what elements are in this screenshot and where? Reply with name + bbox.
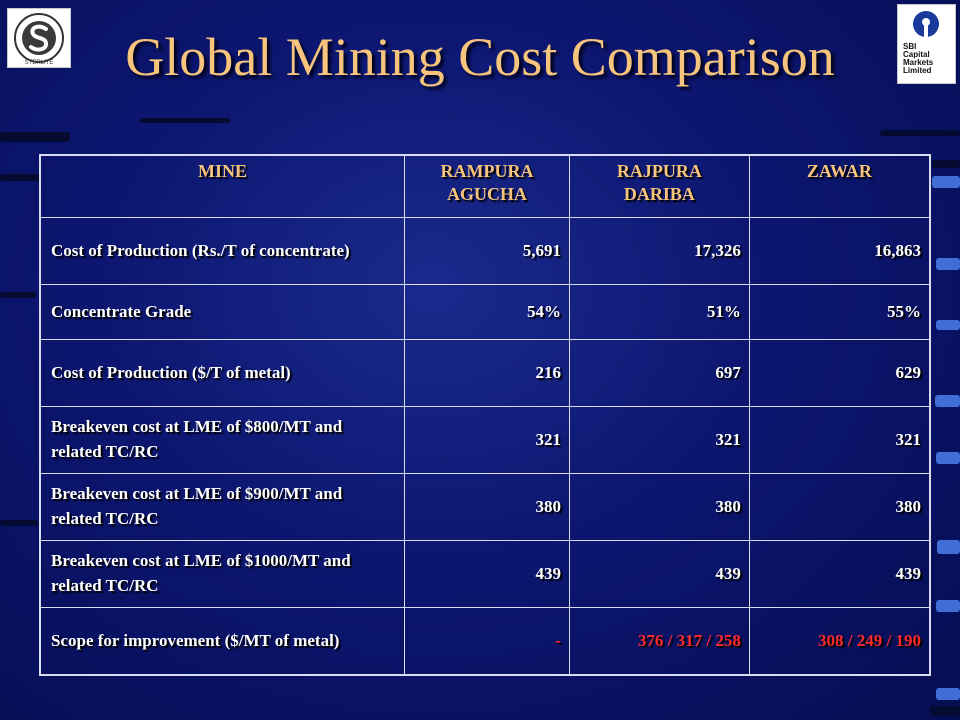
row-label: Breakeven cost at LME of $800/MT and rel… (39, 406, 405, 474)
slide-title: Global Mining Cost Comparison (125, 27, 835, 87)
bg-streak (936, 258, 960, 270)
cell-rampura-agucha: 216 (404, 339, 570, 407)
bg-streak (140, 118, 230, 123)
table-row: Breakeven cost at LME of $1000/MT and re… (39, 540, 931, 608)
sbi-caps-logo: SBI Capital Markets Limited (897, 4, 956, 84)
table-row: Scope for improvement ($/MT of metal) - … (39, 607, 931, 676)
sbi-logo-line4: Limited (903, 66, 932, 75)
table-row: Concentrate Grade 54% 51% 55% (39, 284, 931, 340)
cell-rampura-agucha: 321 (404, 406, 570, 474)
cell-rampura-agucha: 380 (404, 473, 570, 541)
row-label: Cost of Production ($/T of metal) (39, 339, 405, 407)
sbi-logo-line1: SBI (903, 42, 916, 51)
cell-rampura-agucha: 54% (404, 284, 570, 340)
bg-streak (0, 132, 70, 142)
cell-zawar: 629 (748, 339, 931, 407)
cell-rajpura-dariba: 439 (568, 540, 750, 608)
header-rajpura-dariba: RAJPURA DARIBA (568, 154, 750, 218)
cell-zawar: 380 (748, 473, 931, 541)
cell-zawar: 308 / 249 / 190 (748, 607, 931, 676)
bg-streak (936, 600, 960, 612)
sterlite-logo: STERLITE (7, 8, 71, 68)
row-label: Breakeven cost at LME of $900/MT and rel… (39, 473, 405, 541)
cell-rampura-agucha: - (404, 607, 570, 676)
sbi-logo-line2: Capital (903, 50, 930, 59)
sbi-logo-icon: SBI Capital Markets Limited (903, 11, 939, 75)
cell-rajpura-dariba: 17,326 (568, 217, 750, 285)
bg-streak (0, 292, 36, 298)
cost-comparison-table: MINE RAMPURA AGUCHA RAJPURA DARIBA ZAWAR… (39, 154, 931, 676)
bg-streak (936, 320, 960, 330)
cell-rajpura-dariba: 380 (568, 473, 750, 541)
bg-streak (0, 520, 38, 526)
row-label: Cost of Production (Rs./T of concentrate… (39, 217, 405, 285)
cell-zawar: 55% (748, 284, 931, 340)
bg-streak (936, 452, 960, 464)
cell-zawar: 16,863 (748, 217, 931, 285)
header-zawar-line1: ZAWAR (806, 161, 872, 181)
row-label: Scope for improvement ($/MT of metal) (39, 607, 405, 676)
bg-streak (935, 395, 960, 407)
cell-zawar: 439 (748, 540, 931, 608)
cell-rajpura-dariba: 376 / 317 / 258 (568, 607, 750, 676)
table-header-row: MINE RAMPURA AGUCHA RAJPURA DARIBA ZAWAR (39, 154, 931, 218)
cell-rampura-agucha: 439 (404, 540, 570, 608)
bg-streak (930, 706, 960, 716)
cell-rajpura-dariba: 51% (568, 284, 750, 340)
bg-streak (932, 176, 960, 188)
table-row: Cost of Production (Rs./T of concentrate… (39, 217, 931, 285)
row-label: Breakeven cost at LME of $1000/MT and re… (39, 540, 405, 608)
bg-streak (936, 688, 960, 700)
bg-streak (880, 130, 960, 136)
header-mine: MINE (39, 154, 405, 218)
table-row: Breakeven cost at LME of $800/MT and rel… (39, 406, 931, 474)
sterlite-logo-icon: STERLITE (14, 13, 64, 66)
header-rampura-agucha: RAMPURA AGUCHA (404, 154, 570, 218)
cell-zawar: 321 (748, 406, 931, 474)
header-rajpura-line1: RAJPURA (616, 161, 702, 181)
header-mine-line1: MINE (198, 161, 247, 181)
cell-rajpura-dariba: 697 (568, 339, 750, 407)
sterlite-logo-text: STERLITE (25, 60, 54, 66)
bg-streak (932, 160, 960, 168)
bg-streak (0, 174, 40, 181)
header-rampura-line2: AGUCHA (446, 183, 527, 204)
bg-streak (937, 540, 960, 554)
cell-rajpura-dariba: 321 (568, 406, 750, 474)
row-label: Concentrate Grade (39, 284, 405, 340)
cell-rampura-agucha: 5,691 (404, 217, 570, 285)
sbi-logo-line3: Markets (903, 58, 934, 67)
table-row: Breakeven cost at LME of $900/MT and rel… (39, 473, 931, 541)
header-rampura-line1: RAMPURA (440, 161, 534, 181)
header-rajpura-line2: DARIBA (623, 183, 695, 204)
table-row: Cost of Production ($/T of metal) 216 69… (39, 339, 931, 407)
header-zawar: ZAWAR (748, 154, 931, 218)
